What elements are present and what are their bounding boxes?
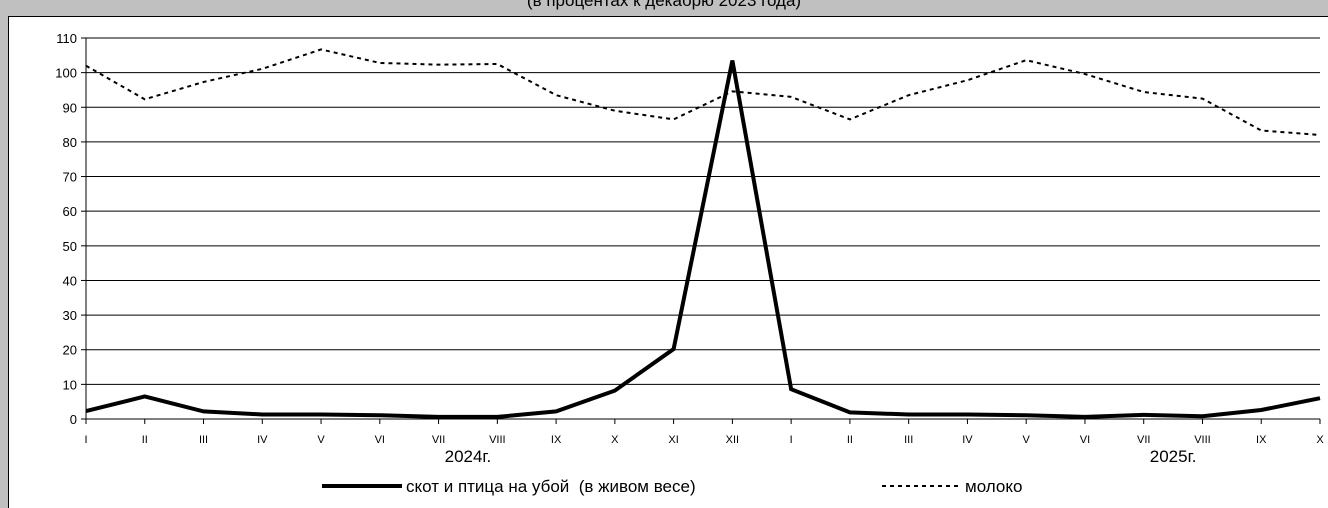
x-tick-label: I bbox=[84, 434, 87, 446]
x-tick-label: XI bbox=[668, 434, 678, 446]
y-tick-label: 10 bbox=[63, 377, 77, 392]
y-tick-label: 90 bbox=[63, 100, 77, 115]
x-tick-label: XII bbox=[726, 434, 739, 446]
x-tick-label: IX bbox=[1256, 434, 1267, 446]
y-tick-label: 110 bbox=[56, 31, 77, 46]
chart-subtitle: (в процентах к декабрю 2023 года) bbox=[526, 0, 802, 10]
x-tick-label: IV bbox=[962, 434, 973, 446]
y-tick-label: 70 bbox=[63, 170, 77, 185]
x-tick-label: VIII bbox=[489, 434, 506, 446]
year-label: 2024г. bbox=[445, 447, 492, 466]
y-tick-label: 50 bbox=[63, 239, 77, 254]
y-tick-label: 0 bbox=[70, 412, 77, 427]
year-label: 2025г. bbox=[1150, 447, 1197, 466]
y-tick-label: 40 bbox=[63, 273, 77, 288]
series-line-2 bbox=[85, 48, 1321, 136]
x-tick-label: VII bbox=[1137, 434, 1150, 446]
x-tick-label: VII bbox=[432, 434, 445, 446]
x-tick-label: IV bbox=[257, 434, 268, 446]
y-tick-label: 80 bbox=[63, 135, 77, 150]
x-tick-label: IX bbox=[551, 434, 562, 446]
x-tick-label: VI bbox=[1080, 434, 1090, 446]
x-tick-label: V bbox=[317, 434, 325, 446]
x-tick-label: III bbox=[199, 434, 208, 446]
legend-label-1: скот и птица на убой (в живом весе) bbox=[406, 477, 696, 496]
legend-label-2: молоко bbox=[965, 477, 1022, 496]
x-tick-label: III bbox=[904, 434, 913, 446]
x-tick-label: V bbox=[1023, 434, 1031, 446]
y-tick-label: 60 bbox=[63, 204, 77, 219]
x-tick-label: X bbox=[611, 434, 619, 446]
x-tick-label: I bbox=[790, 434, 793, 446]
y-tick-label: 30 bbox=[63, 308, 77, 323]
y-tick-label: 20 bbox=[63, 343, 77, 358]
x-tick-label: II bbox=[142, 434, 148, 446]
y-tick-label: 100 bbox=[55, 66, 77, 81]
chart-frame bbox=[8, 16, 1328, 508]
x-tick-label: X bbox=[1316, 434, 1324, 446]
x-tick-label: VI bbox=[375, 434, 385, 446]
series-line-1 bbox=[85, 60, 1321, 419]
x-tick-label: II bbox=[847, 434, 853, 446]
x-tick-label: VIII bbox=[1194, 434, 1211, 446]
legend: скот и птица на убой (в живом весе) молок… bbox=[322, 477, 1022, 496]
series-lines bbox=[85, 48, 1321, 419]
